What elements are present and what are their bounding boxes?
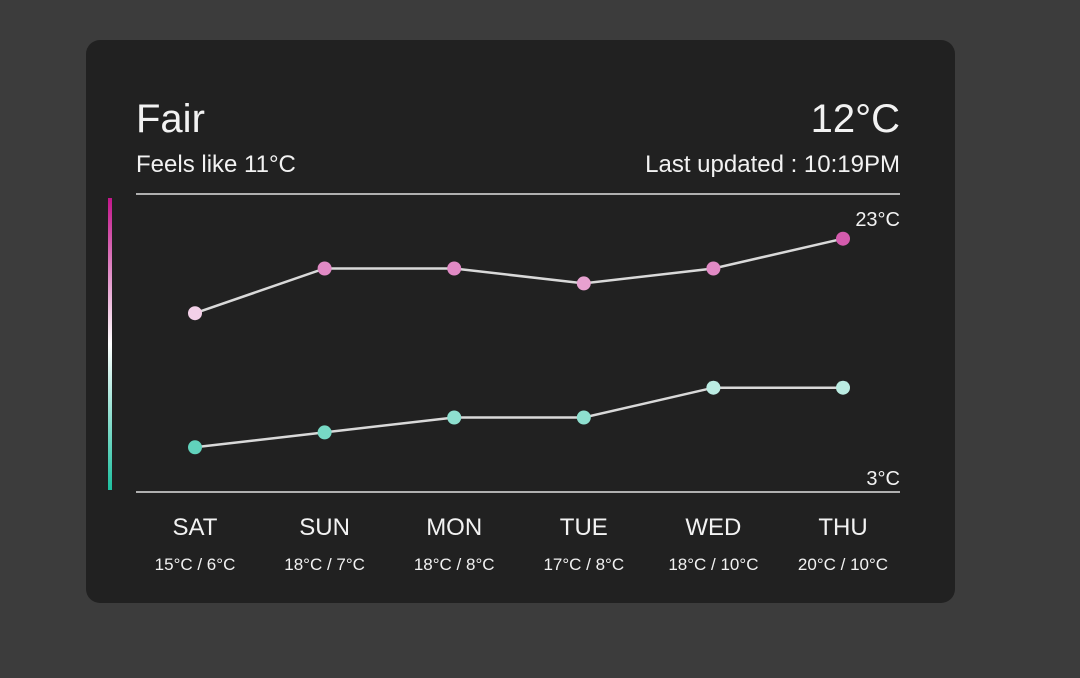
temp-point [836, 380, 850, 395]
temp-point [447, 410, 462, 425]
day-temps: 20°C / 10°C [798, 555, 888, 574]
day-label: THU [818, 514, 867, 541]
temperature: 12°C [811, 97, 900, 141]
y-tick-label: 3°C [866, 468, 900, 490]
temp-point [447, 261, 462, 276]
day-label: WED [685, 514, 741, 541]
temp-line [194, 237, 844, 315]
day-label: SUN [299, 514, 350, 541]
day-label: TUE [560, 514, 608, 541]
temp-point [188, 306, 202, 321]
day-temps: 17°C / 8°C [543, 555, 624, 574]
temp-point [706, 380, 721, 395]
temp-point [576, 410, 591, 425]
temp-point [576, 276, 591, 291]
day-label: MON [426, 514, 482, 541]
day-temps: 18°C / 8°C [414, 555, 495, 574]
day-label: SAT [173, 514, 218, 541]
temp-point [188, 440, 202, 455]
day-temps: 15°C / 6°C [155, 555, 236, 574]
temp-point [317, 425, 332, 440]
temp-line [194, 386, 843, 449]
temp-point [706, 261, 721, 276]
condition: Fair [136, 97, 205, 141]
day-temps: 18°C / 10°C [668, 555, 758, 574]
temp-point [836, 231, 850, 246]
weather-card[interactable] [86, 40, 955, 603]
last-updated: Last updated : 10:19PM [645, 151, 900, 178]
temp-point [317, 261, 332, 276]
day-temps: 18°C / 7°C [284, 555, 365, 574]
y-tick-label: 23°C [855, 209, 900, 231]
feels-like: Feels like 11°C [136, 151, 296, 178]
color-scale-bar [108, 198, 112, 490]
